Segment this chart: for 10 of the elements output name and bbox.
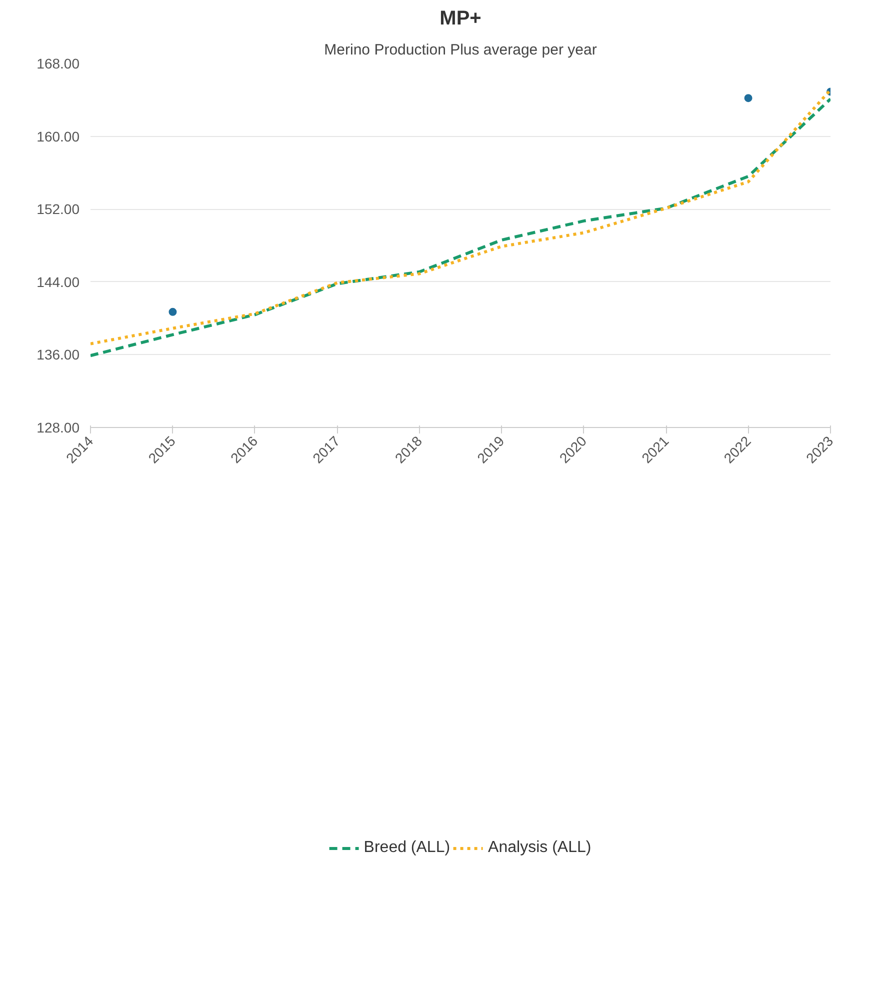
legend-label: Breed (ALL)	[364, 838, 450, 856]
chart-title: MP+	[440, 8, 482, 30]
y-tick-label: 144.00	[36, 274, 80, 290]
chart-subtitle: Merino Production Plus average per year	[324, 42, 597, 58]
y-tick-label: 168.00	[36, 56, 80, 72]
y-tick-label: 128.00	[36, 420, 80, 436]
legend-label: Analysis (ALL)	[488, 838, 592, 856]
y-tick-label: 152.00	[36, 201, 80, 218]
y-tick-label: 136.00	[36, 346, 80, 363]
y-tick-label: 160.00	[36, 128, 80, 144]
